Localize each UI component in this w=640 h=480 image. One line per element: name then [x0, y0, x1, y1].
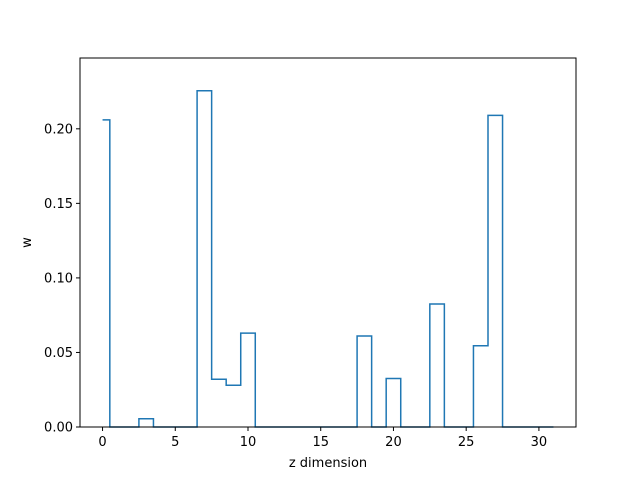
x-tick-label: 20 — [385, 435, 402, 450]
y-tick-label: 0.05 — [44, 346, 73, 361]
x-ticks: 0 5 10 15 20 25 30 — [98, 427, 547, 450]
y-tick-label: 0.10 — [44, 271, 73, 286]
x-tick-label: 30 — [531, 435, 548, 450]
x-tick-label: 0 — [98, 435, 106, 450]
y-tick-label: 0.15 — [44, 197, 73, 212]
y-tick-label: 0.20 — [44, 122, 73, 137]
x-tick-label: 25 — [458, 435, 475, 450]
x-axis-title: z dimension — [289, 456, 367, 471]
x-tick-label: 15 — [312, 435, 329, 450]
y-axis-title: w — [20, 237, 35, 248]
plot-frame — [79, 57, 577, 428]
x-tick-label: 10 — [240, 435, 257, 450]
y-ticks: 0.00 0.05 0.10 0.15 0.20 — [44, 122, 80, 436]
plot-area — [80, 58, 576, 427]
x-tick-label: 5 — [171, 435, 179, 450]
y-tick-label: 0.00 — [44, 421, 73, 436]
